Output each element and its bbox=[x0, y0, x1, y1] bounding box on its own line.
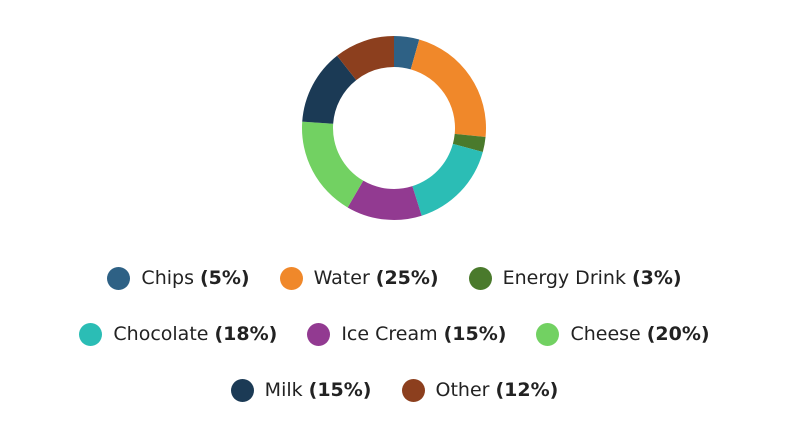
slice bbox=[412, 143, 483, 216]
legend-label: Chocolate bbox=[113, 323, 209, 345]
legend-label: Cheese bbox=[570, 323, 641, 345]
legend-value: (3%) bbox=[631, 267, 682, 289]
legend-item: Water (25%) bbox=[279, 266, 439, 290]
legend-value: (12%) bbox=[495, 379, 559, 401]
legend-swatch bbox=[79, 322, 103, 346]
legend-row: Milk (15%) Other (12%) bbox=[0, 362, 789, 418]
legend-value: (15%) bbox=[308, 379, 372, 401]
legend-swatch bbox=[107, 266, 131, 290]
slice bbox=[410, 39, 487, 137]
legend-item: Energy Drink (3%) bbox=[468, 266, 682, 290]
slice bbox=[347, 180, 422, 221]
legend-item: Milk (15%) bbox=[230, 378, 372, 402]
legend-label: Energy Drink bbox=[502, 267, 626, 289]
legend-item: Chips (5%) bbox=[107, 266, 250, 290]
slice bbox=[337, 36, 394, 81]
legend-value: (18%) bbox=[214, 323, 278, 345]
legend-value: (15%) bbox=[443, 323, 507, 345]
legend-row: Chips (5%) Water (25%) Energy Drink (3%) bbox=[0, 250, 789, 306]
legend-label: Chips bbox=[141, 267, 194, 289]
legend-swatch bbox=[279, 266, 303, 290]
legend-label: Ice Cream bbox=[341, 323, 438, 345]
slice bbox=[302, 55, 357, 124]
legend-item: Ice Cream (15%) bbox=[307, 322, 507, 346]
chart bbox=[302, 36, 487, 221]
legend-value: (25%) bbox=[375, 267, 439, 289]
legend-value: (20%) bbox=[646, 323, 710, 345]
slice bbox=[452, 133, 486, 153]
slice bbox=[394, 36, 420, 70]
legend-label: Milk bbox=[264, 379, 303, 401]
legend-item: Cheese (20%) bbox=[536, 322, 710, 346]
legend-swatch bbox=[536, 322, 560, 346]
legend-item: Chocolate (18%) bbox=[79, 322, 278, 346]
legend-row: Chocolate (18%) Ice Cream (15%) Cheese (20%) bbox=[0, 306, 789, 362]
legend-label: Water bbox=[313, 267, 370, 289]
legend-label: Other bbox=[435, 379, 490, 401]
legend-swatch bbox=[230, 378, 254, 402]
legend-item: Other (12%) bbox=[401, 378, 559, 402]
legend-value: (5%) bbox=[199, 267, 250, 289]
legend-swatch bbox=[468, 266, 492, 290]
legend-swatch bbox=[307, 322, 331, 346]
slice bbox=[302, 121, 364, 208]
legend-swatch bbox=[401, 378, 425, 402]
legend: Chips (5%) Water (25%) Energy Drink (3%) Choco… bbox=[0, 250, 789, 418]
